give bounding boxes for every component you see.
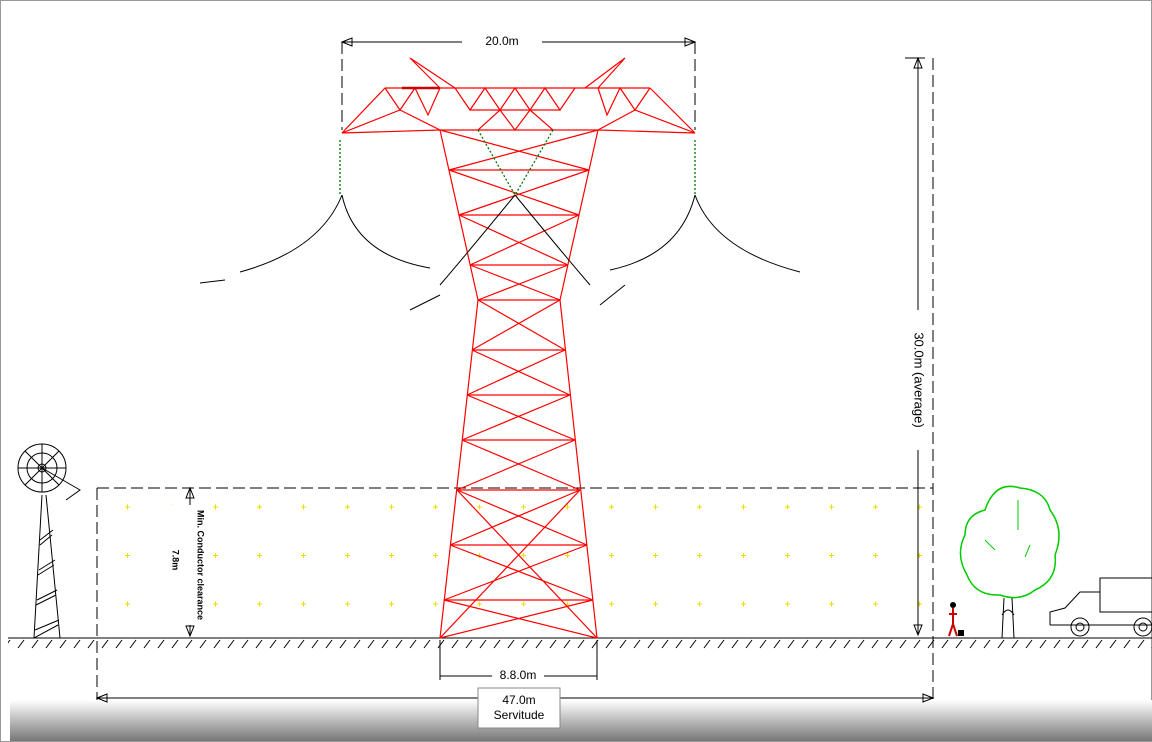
height-label: 30.0m (average) xyxy=(912,332,927,427)
top-width-label: 20.0m xyxy=(485,34,518,48)
ground-hatch xyxy=(8,639,1152,651)
drawing: 20.0m 30.0m (average) Min. Conductor cle… xyxy=(0,0,1152,742)
clearance-markers xyxy=(100,490,930,636)
base-width-label: 8.8.0m xyxy=(500,668,537,682)
clearance-value: 7.8m xyxy=(171,550,181,571)
servitude-width: 47.0m xyxy=(502,693,535,707)
servitude-label: Servitude xyxy=(494,708,545,722)
clearance-label: Min. Conductor clearance xyxy=(196,510,206,620)
shadow xyxy=(10,700,1152,741)
